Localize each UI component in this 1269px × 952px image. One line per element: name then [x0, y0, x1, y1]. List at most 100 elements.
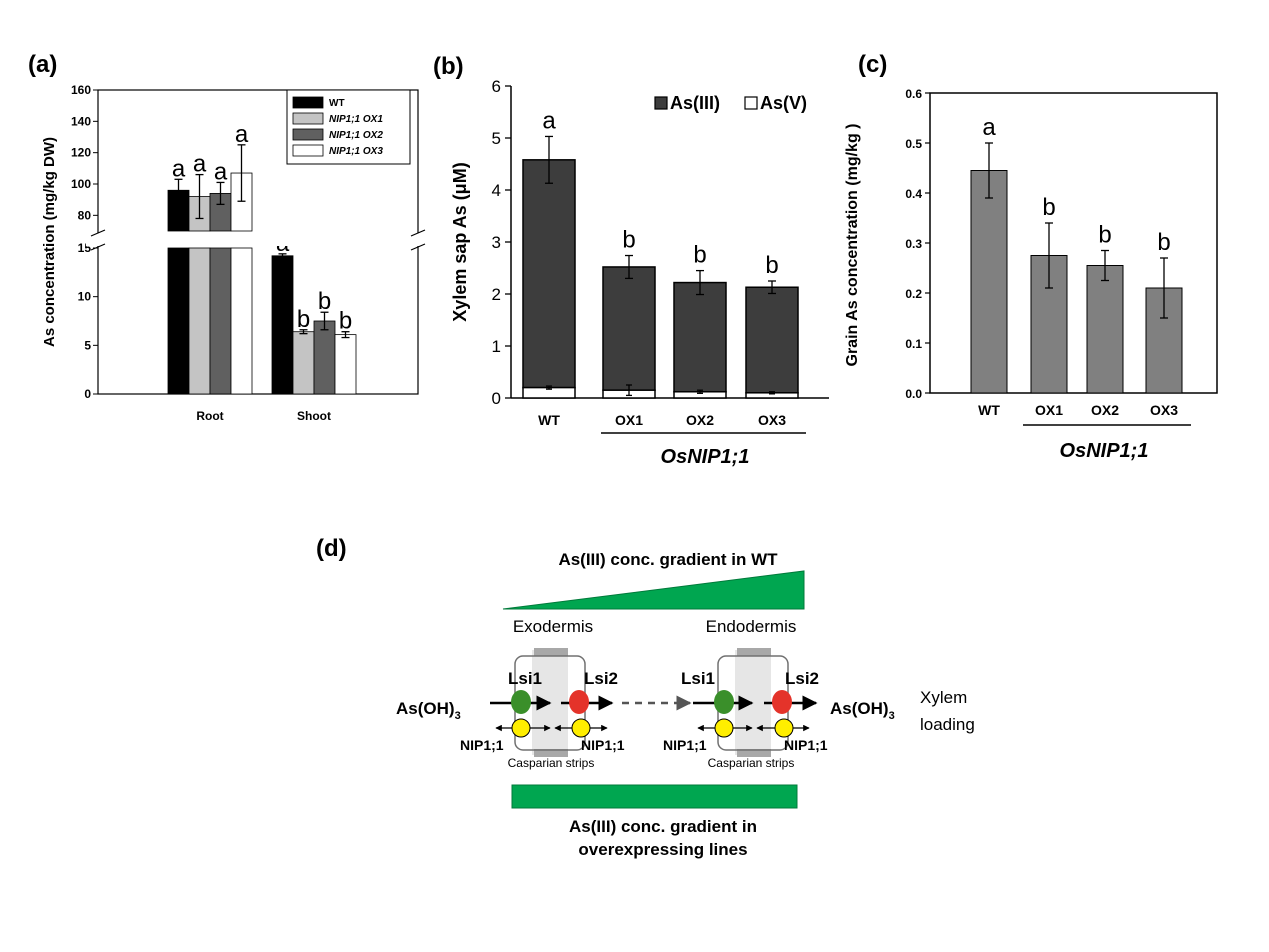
panel-c-ytick-label-4: 0.4: [905, 187, 922, 201]
panel-a-bar-0-1: [271, 255, 294, 395]
lsi1-label-1: Lsi1: [508, 669, 542, 688]
panel-a-legend-swatch-3: [292, 144, 324, 157]
panel-a-ytick-label-upper-1: 100: [71, 177, 91, 191]
panel-a-legend-label-2: NIP1;1 OX2: [329, 130, 383, 141]
panel-b-chart: (b) 0 1 2 3 4 5 6 a WT b OX1 b OX2 b OX3 OsNIP1;1 Xylem s…: [433, 53, 829, 468]
panel-c-bar-2: [1086, 265, 1124, 394]
nip-transporter-3: [714, 718, 734, 738]
panel-a-break-mark-top-0: [90, 229, 106, 237]
panel-d-diagram: (d) As(III) conc. gradient in WT Exoderm…: [316, 535, 975, 859]
panel-b-ytick-label-4: 4: [492, 181, 501, 200]
panel-a-letter-1-0: a: [193, 151, 207, 178]
panel-c-ytick-label-1: 0.1: [905, 337, 922, 351]
panel-a-ytick-label-upper-0: 80: [78, 208, 92, 222]
nip-transporter-1: [511, 718, 531, 738]
nip-transporter-4: [774, 718, 794, 738]
exodermis-label: Exodermis: [513, 617, 593, 636]
panel-a-ylabel: As concentration (mg/kg DW): [41, 137, 58, 347]
endodermis-label: Endodermis: [706, 617, 797, 636]
lsi1-transporter-2: [714, 690, 734, 714]
left-species-main: As(OH): [396, 699, 455, 718]
panel-a-letter-1-1: b: [297, 306, 310, 333]
panel-b-legend-swatch-0: [654, 96, 668, 110]
panel-a-bar-lower-2-0: [209, 247, 232, 395]
panel-a-legend-swatch-1: [292, 112, 324, 125]
left-species-subscript: 3: [455, 710, 461, 722]
panel-a-letter-2-0: a: [214, 158, 228, 185]
casparian-label-2: Casparian strips: [708, 756, 795, 770]
casparian-strip-bottom-2: [737, 749, 771, 757]
panel-b-ytick-label-0: 0: [492, 389, 501, 408]
panel-b-letter-1: b: [622, 227, 635, 254]
right-species-main: As(OH): [830, 699, 889, 718]
panel-c-ytick-label-6: 0.6: [905, 87, 922, 101]
panel-a-break-mark-bottom-0: [90, 243, 106, 251]
lsi1-transporter-1: [511, 690, 531, 714]
panel-a-legend-label-1: NIP1;1 OX1: [329, 114, 383, 125]
panel-b-letter-0: a: [542, 107, 556, 134]
right-species-subscript: 3: [889, 710, 895, 722]
panel-b-letter-2: b: [693, 242, 706, 269]
panel-c-category-2: OX2: [1091, 402, 1119, 418]
casparian-strip-bottom-1: [534, 749, 568, 757]
panel-b-category-1: OX1: [615, 412, 643, 428]
panel-b-legend-swatch-1: [744, 96, 758, 110]
panel-b-category-0: WT: [538, 412, 560, 428]
panel-b-bar-as3-3: [745, 286, 799, 394]
panel-a-legend-swatch-2: [292, 128, 324, 141]
panel-b-ytick-label-2: 2: [492, 285, 501, 304]
right-species-label: As(OH)3: [830, 699, 895, 722]
panel-c-letter-3: b: [1157, 229, 1170, 256]
wt-gradient-wedge: [502, 570, 805, 610]
panel-a-break-mark-bottom-1: [410, 243, 426, 251]
panel-b-bar-as3-0: [522, 159, 576, 389]
panel-a-break-mark-top-1: [410, 229, 426, 237]
ox-gradient-label-2: overexpressing lines: [578, 840, 747, 859]
panel-a-ytick-label-lower-0: 0: [84, 387, 91, 401]
panel-a-label: (a): [28, 51, 57, 78]
panel-a-letter-3-1: b: [339, 308, 352, 335]
panel-a-letter-3-0: a: [235, 121, 249, 148]
panel-b-ytick-label-6: 6: [492, 77, 501, 96]
panel-b-ylabel: Xylem sap As (μM): [450, 162, 470, 321]
wt-gradient-label: As(III) conc. gradient in WT: [558, 550, 778, 569]
panel-c-ytick-label-5: 0.5: [905, 137, 922, 151]
panel-b-ytick-label-1: 1: [492, 337, 501, 356]
panel-c-bar-0: [970, 170, 1008, 394]
panel-c-label: (c): [858, 51, 887, 78]
left-species-label: As(OH)3: [396, 699, 461, 722]
panel-b-ytick-label-5: 5: [492, 129, 501, 148]
loading-label: loading: [920, 715, 975, 734]
panel-c-ytick-label-2: 0.2: [905, 287, 922, 301]
panel-a-legend-label-3: NIP1;1 OX3: [329, 146, 383, 157]
panel-a-bar-2-1: [313, 320, 336, 395]
lsi1-label-2: Lsi1: [681, 669, 715, 688]
panel-c-ytick-label-0: 0.0: [905, 387, 922, 401]
panel-c-letter-2: b: [1098, 222, 1111, 249]
panel-c-chart: (c) 0.0 0.1 0.2 0.3 0.4 0.5 0.6 a WT b OX1 b OX2 b OX3 O…: [844, 51, 1218, 462]
ox-gradient-label-1: As(III) conc. gradient in: [569, 817, 757, 836]
lsi2-transporter-2: [772, 690, 792, 714]
panel-a-bar-1-1: [292, 331, 315, 395]
panel-c-category-0: WT: [978, 402, 1000, 418]
nip-label-2: NIP1;1: [581, 737, 625, 753]
panel-a-bar-lower-0-0: [167, 247, 190, 395]
panel-c-category-3: OX3: [1150, 402, 1178, 418]
panel-b-category-2: OX2: [686, 412, 714, 428]
panel-b-bar-as3-1: [602, 266, 656, 391]
nip-label-1: NIP1;1: [460, 737, 504, 753]
lsi2-transporter-1: [569, 690, 589, 714]
xylem-label: Xylem: [920, 688, 967, 707]
panel-c-ytick-label-3: 0.3: [905, 237, 922, 251]
panel-a-letter-0-0: a: [172, 155, 186, 182]
panel-a-legend-swatch-0: [292, 96, 324, 109]
panel-a-category-1: Shoot: [297, 409, 331, 423]
panel-b-bar-as3-2: [673, 281, 727, 393]
panel-b-legend-label-1: As(V): [760, 93, 807, 113]
panel-b-ytick-label-3: 3: [492, 233, 501, 252]
ox-gradient-bar: [511, 784, 798, 809]
panel-a-ytick-label-upper-3: 140: [71, 114, 91, 128]
nip-label-4: NIP1;1: [784, 737, 828, 753]
panel-a-ytick-label-upper-4: 160: [71, 83, 91, 97]
panel-b-legend-label-0: As(III): [670, 93, 720, 113]
